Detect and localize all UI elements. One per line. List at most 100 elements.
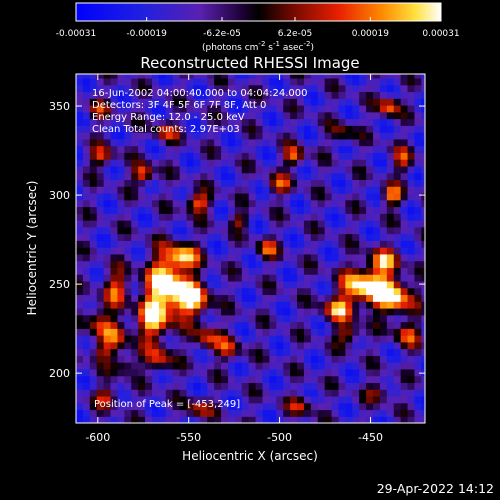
heat-cell bbox=[89, 348, 98, 356]
heat-cell bbox=[276, 267, 284, 275]
heat-cell bbox=[421, 253, 425, 262]
heat-cell bbox=[117, 409, 125, 417]
heat-cell bbox=[359, 206, 367, 214]
heat-cell bbox=[172, 104, 181, 113]
heat-cell bbox=[145, 199, 153, 208]
heat-cell bbox=[393, 98, 402, 106]
heat-cell bbox=[158, 91, 167, 99]
heat-cell bbox=[269, 186, 277, 194]
heat-cell bbox=[393, 213, 402, 221]
heat-cell bbox=[331, 416, 340, 423]
heat-cell bbox=[131, 77, 139, 86]
heat-cell bbox=[421, 77, 425, 86]
heat-cell bbox=[158, 321, 167, 329]
heat-cell bbox=[200, 104, 208, 113]
heat-cell bbox=[248, 335, 257, 343]
heat-cell bbox=[82, 220, 91, 228]
heat-cell bbox=[331, 118, 340, 126]
heat-cell bbox=[400, 335, 409, 343]
heat-cell bbox=[138, 402, 146, 411]
heat-cell bbox=[138, 375, 146, 384]
heat-cell bbox=[359, 98, 367, 106]
heat-cell bbox=[110, 206, 119, 214]
heat-cell bbox=[214, 233, 222, 241]
heat-cell bbox=[179, 341, 188, 350]
annotation-peak: Position of Peak = [-453,249] bbox=[94, 399, 240, 410]
heat-cell bbox=[82, 172, 91, 181]
heat-cell bbox=[110, 402, 119, 411]
heat-cell bbox=[76, 111, 84, 120]
heat-cell bbox=[96, 389, 105, 397]
heat-cell bbox=[131, 247, 139, 255]
heat-cell bbox=[373, 226, 381, 235]
heat-cell bbox=[138, 294, 146, 302]
heat-cell bbox=[255, 260, 264, 268]
heat-cell bbox=[386, 402, 395, 411]
heat-cell bbox=[345, 74, 353, 79]
heat-cell bbox=[317, 328, 326, 336]
heat-cell bbox=[221, 355, 229, 363]
heat-cell bbox=[89, 402, 98, 411]
heat-cell bbox=[345, 389, 353, 397]
heat-cell bbox=[283, 132, 291, 140]
heat-cell bbox=[283, 409, 291, 417]
heat-cell bbox=[248, 104, 257, 113]
heat-cell bbox=[303, 199, 312, 208]
heat-cell bbox=[158, 395, 167, 404]
heat-cell bbox=[352, 395, 360, 404]
heat-cell bbox=[283, 362, 291, 370]
heat-cell bbox=[117, 368, 125, 377]
heat-cell bbox=[221, 341, 229, 350]
heat-cell bbox=[393, 335, 402, 343]
heat-cell bbox=[386, 355, 395, 363]
y-axis-label: Heliocentric Y (arcsec) bbox=[25, 181, 39, 316]
heat-cell bbox=[407, 179, 416, 187]
heat-cell bbox=[324, 84, 333, 93]
heat-cell bbox=[345, 84, 353, 93]
heat-cell bbox=[145, 335, 153, 343]
heat-cell bbox=[248, 240, 257, 248]
heat-cell bbox=[234, 409, 243, 417]
heat-cell bbox=[317, 179, 326, 187]
heat-cell bbox=[352, 267, 360, 275]
heat-cell bbox=[200, 314, 208, 323]
heat-cell bbox=[200, 274, 208, 282]
heat-cell bbox=[179, 213, 188, 221]
heat-cell bbox=[89, 314, 98, 323]
heat-cell bbox=[131, 145, 139, 153]
heat-cell bbox=[234, 132, 243, 140]
heat-cell bbox=[386, 145, 395, 153]
heat-cell bbox=[76, 199, 84, 208]
heat-cell bbox=[82, 416, 91, 423]
heat-cell bbox=[283, 240, 291, 248]
heat-cell bbox=[234, 328, 243, 336]
heat-cell bbox=[186, 213, 195, 221]
heat-cell bbox=[269, 84, 277, 93]
heat-cell bbox=[359, 253, 367, 262]
heat-cell bbox=[283, 395, 291, 404]
heat-cell bbox=[386, 307, 395, 316]
heat-cell bbox=[227, 152, 236, 160]
heat-cell bbox=[379, 348, 388, 356]
heat-cell bbox=[151, 132, 160, 140]
heat-cell bbox=[76, 416, 84, 423]
heat-cell bbox=[366, 104, 374, 113]
heat-cell bbox=[193, 138, 201, 147]
heat-cell bbox=[345, 111, 353, 120]
heat-cell bbox=[124, 111, 132, 120]
heat-cell bbox=[352, 104, 360, 113]
heat-cell bbox=[76, 267, 84, 275]
heat-cell bbox=[151, 172, 160, 181]
heat-cell bbox=[421, 186, 425, 194]
heat-cell bbox=[214, 389, 222, 397]
heat-cell bbox=[158, 179, 167, 187]
heat-cell bbox=[269, 98, 277, 106]
heat-cell bbox=[227, 165, 236, 174]
heat-cell bbox=[366, 294, 374, 302]
heat-cell bbox=[214, 240, 222, 248]
heat-cell bbox=[248, 111, 257, 120]
heat-cell bbox=[276, 145, 284, 153]
heat-cell bbox=[145, 389, 153, 397]
heat-cell bbox=[227, 84, 236, 93]
heat-cell bbox=[110, 307, 119, 316]
